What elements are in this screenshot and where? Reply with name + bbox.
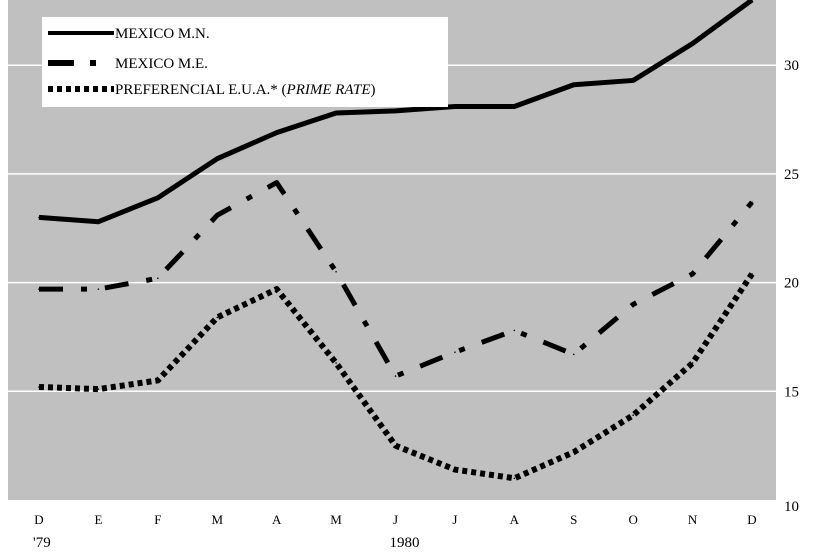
x-tick-label: F: [154, 512, 161, 527]
x-tick-label: M: [330, 512, 342, 527]
data-point: [157, 379, 159, 382]
data-point: [751, 273, 753, 275]
data-point: [454, 105, 456, 108]
y-tick-label: 25: [784, 167, 799, 183]
data-point: [513, 477, 516, 480]
x-tick-label: E: [94, 512, 102, 527]
data-point: [275, 288, 278, 290]
y-tick-label: 10: [784, 499, 799, 515]
legend-label-prime-main: PREFERENCIAL E.U.A.* (: [115, 82, 287, 98]
data-point: [691, 42, 694, 45]
data-point: [216, 316, 219, 319]
x-tick-label: D: [747, 512, 756, 527]
data-point: [632, 79, 634, 82]
x-tick-label: M: [211, 512, 223, 527]
data-point: [572, 353, 575, 356]
legend-label-prime-rate: PREFERENCIAL E.U.A.* (PRIME RATE): [115, 82, 376, 98]
x-tick-label: A: [510, 512, 520, 527]
data-point: [335, 362, 337, 364]
legend-label-prime-italic: PRIME RATE: [286, 82, 371, 98]
x-tick-label: N: [688, 512, 698, 527]
legend-label-mexico-me: MEXICO M.E.: [115, 56, 208, 72]
data-point: [691, 362, 694, 364]
year-label: 1980: [390, 535, 420, 551]
data-point: [275, 181, 278, 184]
data-point: [335, 112, 337, 114]
year-label: '79: [33, 535, 51, 551]
data-point: [572, 451, 575, 453]
data-point: [632, 414, 634, 417]
data-point: [335, 270, 337, 273]
y-tick-label: 30: [784, 58, 799, 74]
data-point: [454, 351, 456, 353]
y-tick-label: 20: [784, 276, 799, 292]
x-tick-label: J: [393, 512, 398, 527]
x-tick-label: O: [628, 512, 637, 527]
data-point: [216, 214, 219, 217]
data-point: [38, 386, 40, 388]
data-point: [394, 375, 397, 377]
data-point: [216, 157, 219, 160]
data-point: [751, 0, 753, 1]
x-tick-label: S: [570, 512, 577, 527]
data-point: [394, 444, 397, 447]
x-tick-label: D: [34, 512, 43, 527]
data-point: [513, 329, 516, 332]
data-point: [454, 468, 456, 471]
data-point: [157, 197, 159, 199]
data-point: [38, 216, 40, 219]
legend: MEXICO M.N. MEXICO M.E. PREFERENCIAL E.U…: [42, 17, 448, 107]
data-point: [632, 303, 634, 306]
legend-label-mexico-mn: MEXICO M.N.: [115, 26, 210, 42]
data-point: [691, 273, 694, 275]
data-point: [275, 131, 278, 134]
x-axis: D E F M A M J J A S O N D '79 1980: [33, 512, 757, 551]
data-point: [157, 277, 159, 280]
y-tick-label: 15: [784, 384, 799, 400]
series-lines: [38, 0, 755, 482]
data-point: [97, 220, 100, 223]
data-point: [751, 201, 753, 203]
data-point: [38, 288, 40, 290]
data-point: [97, 288, 100, 290]
data-point: [513, 105, 516, 108]
data-point: [572, 83, 575, 86]
y-axis: 10 15 20 25 30: [784, 58, 799, 515]
data-point: [97, 388, 100, 390]
legend-label-prime-tail: ): [371, 82, 376, 98]
x-tick-label: J: [452, 512, 457, 527]
x-tick-label: A: [272, 512, 282, 527]
data-point: [394, 110, 397, 112]
